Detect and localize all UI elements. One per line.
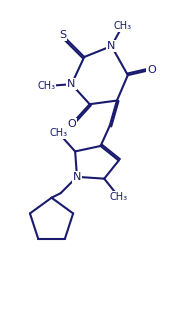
Text: N: N — [73, 172, 81, 182]
Text: O: O — [67, 119, 76, 129]
Text: CH₃: CH₃ — [113, 21, 131, 31]
Text: N: N — [107, 41, 116, 51]
Text: O: O — [147, 65, 156, 75]
Text: N: N — [67, 79, 76, 89]
Text: S: S — [59, 30, 66, 40]
Text: CH₃: CH₃ — [50, 128, 68, 138]
Text: CH₃: CH₃ — [37, 81, 55, 91]
Text: CH₃: CH₃ — [110, 192, 128, 202]
